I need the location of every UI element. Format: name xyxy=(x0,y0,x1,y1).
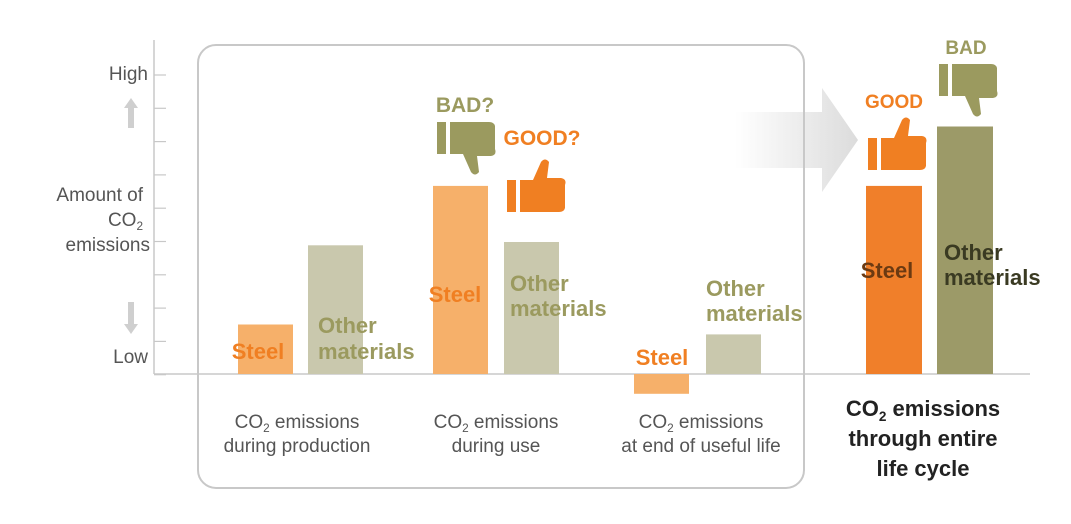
other-materials-label-line1: Other xyxy=(706,276,765,301)
steel-bar xyxy=(433,185,488,374)
thumb-hand xyxy=(952,64,998,117)
group-label-line: CO2 emissions xyxy=(235,412,360,435)
total-label-line: CO2 emissions xyxy=(846,396,1000,424)
thumb-cuff xyxy=(437,122,446,154)
other-materials-label-line2: materials xyxy=(318,339,415,364)
steel-label: Steel xyxy=(232,339,285,364)
steel-label: Steel xyxy=(636,345,689,370)
y-tick-label-high: High xyxy=(109,64,148,85)
down-arrow-icon xyxy=(124,302,138,334)
group-label-line: during production xyxy=(224,436,371,457)
other-materials-bar xyxy=(504,242,559,374)
transition-arrow xyxy=(735,88,858,192)
total-other-materials-bar xyxy=(937,126,993,374)
thumbs-up-icon xyxy=(507,159,566,212)
group-label-line: at end of useful life xyxy=(621,436,781,457)
steel-bar xyxy=(634,374,689,394)
other-materials-label-line1: Other xyxy=(318,313,377,338)
thumb-hand xyxy=(881,117,927,170)
y-axis-title-line2: CO2 xyxy=(108,210,143,233)
other-materials-label-line2: materials xyxy=(510,296,607,321)
other-materials-bar xyxy=(308,245,363,374)
total-label-line: through entire xyxy=(848,426,997,451)
y-axis-title-line3: emissions xyxy=(66,235,150,256)
group-label-line: during use xyxy=(452,436,541,457)
total-other-materials-label-line2: materials xyxy=(944,265,1041,290)
other-materials-label-line2: materials xyxy=(706,301,803,326)
thumb-cuff xyxy=(939,64,948,96)
group-label-line: CO2 emissions xyxy=(434,412,559,435)
total-other-materials-label-line1: Other xyxy=(944,240,1003,265)
thumbs-down-icon xyxy=(437,122,496,175)
thumb-cuff xyxy=(868,138,877,170)
y-tick-label-low: Low xyxy=(113,347,148,368)
badge-bad: BAD xyxy=(945,38,986,59)
badge-bad-question: BAD? xyxy=(436,94,494,117)
steel-bar xyxy=(238,324,293,374)
other-materials-label-line1: Other xyxy=(510,271,569,296)
total-steel-bar xyxy=(866,185,922,374)
group-label-line: CO2 emissions xyxy=(639,412,764,435)
y-axis-title-line1: Amount of xyxy=(56,185,143,206)
total-steel-label: Steel xyxy=(861,258,914,283)
badge-good: GOOD xyxy=(865,92,923,113)
thumb-hand xyxy=(450,122,496,175)
thumb-cuff xyxy=(507,180,516,212)
thumb-hand xyxy=(520,159,566,212)
steel-label: Steel xyxy=(429,282,482,307)
badge-good-question: GOOD? xyxy=(504,127,581,150)
up-arrow-icon xyxy=(124,98,138,128)
thumbs-down-icon xyxy=(939,64,998,117)
total-label-line: life cycle xyxy=(877,456,970,481)
thumbs-up-icon xyxy=(868,117,927,170)
stages-bracket xyxy=(197,44,805,489)
other-materials-bar xyxy=(706,334,761,374)
